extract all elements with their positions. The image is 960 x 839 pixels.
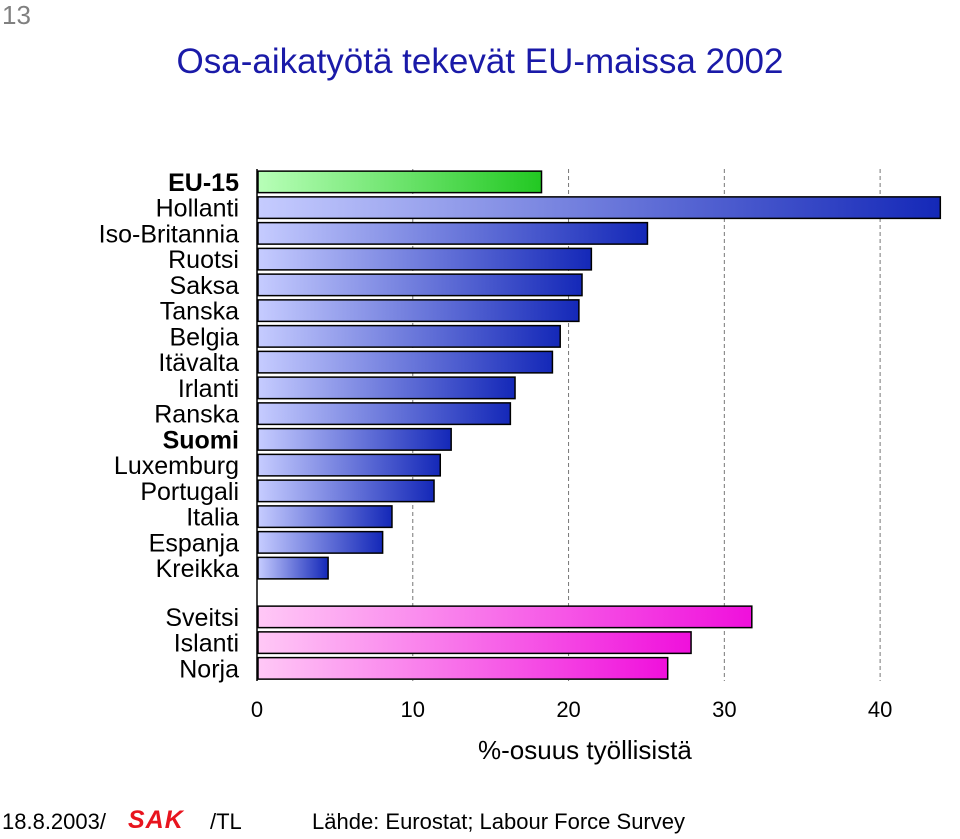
category-label: Saksa (170, 272, 240, 300)
bars (257, 170, 942, 680)
x-axis-label: %-osuus työllisistä (478, 735, 692, 765)
slide-number: 13 (2, 0, 31, 30)
footer-author: /TL (210, 809, 242, 834)
x-tick-label: 30 (712, 697, 736, 722)
footer-date: 18.8.2003/ (2, 809, 106, 834)
category-labels: EU-15HollantiIso-BritanniaRuotsiSaksaTan… (99, 169, 239, 684)
x-tick-label: 40 (868, 697, 892, 722)
category-label: Italia (186, 504, 239, 532)
bar-norja (257, 656, 669, 680)
category-label: EU-15 (168, 169, 239, 197)
bar-suomi (257, 427, 452, 451)
bar-iso-britannia (257, 221, 649, 245)
category-label: Portugali (140, 478, 239, 506)
category-label: Ranska (154, 401, 239, 429)
bar-it-valta (257, 350, 554, 374)
category-label: Belgia (170, 323, 240, 351)
bar-ranska (257, 402, 512, 426)
category-label: Tanska (160, 298, 239, 326)
bar-kreikka (257, 556, 329, 580)
bar-portugali (257, 479, 435, 503)
category-label: Kreikka (156, 555, 239, 583)
sak-logo: SAK (128, 806, 184, 834)
bar-espanja (257, 530, 384, 554)
category-label: Itävalta (158, 349, 239, 377)
bar-italia (257, 505, 393, 529)
x-tick-label: 20 (556, 697, 580, 722)
x-tick-label: 10 (401, 697, 425, 722)
bar-eu-15 (257, 170, 543, 194)
category-label: Luxemburg (114, 452, 239, 480)
bar-tanska (257, 299, 580, 323)
category-label: Irlanti (178, 375, 239, 403)
category-label: Norja (179, 655, 239, 683)
bar-sveitsi (257, 605, 753, 629)
bar-luxemburg (257, 453, 442, 477)
category-label: Espanja (149, 529, 239, 557)
bar-belgia (257, 324, 561, 348)
footer-source: Lähde: Eurostat; Labour Force Survey (312, 809, 685, 834)
category-label: Suomi (163, 426, 239, 454)
bar-hollanti (257, 196, 942, 220)
page-title: Osa-aikatyötä tekevät EU-maissa 2002 (176, 42, 784, 81)
category-label: Sveitsi (165, 604, 239, 632)
category-label: Islanti (174, 630, 239, 658)
bar-islanti (257, 631, 692, 655)
x-tick-labels: 0 10 20 30 40 (251, 697, 892, 722)
category-label: Hollanti (156, 195, 239, 223)
category-label: Ruotsi (168, 246, 239, 274)
bar-irlanti (257, 376, 516, 400)
category-label: Iso-Britannia (99, 220, 239, 248)
bar-ruotsi (257, 247, 593, 271)
bar-saksa (257, 273, 583, 297)
x-tick-label: 0 (251, 697, 263, 722)
